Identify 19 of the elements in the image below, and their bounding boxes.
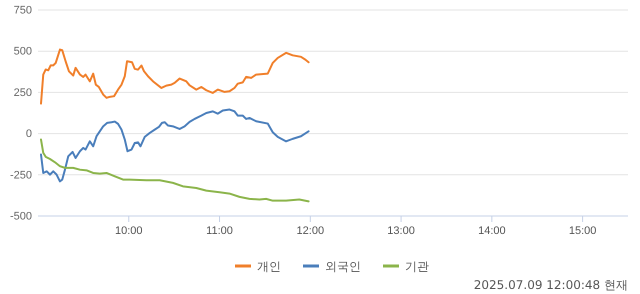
line-series — [40, 108, 310, 182]
legend-label: 외국인 — [325, 260, 361, 274]
x-tick-label: 10:00 — [115, 224, 143, 237]
x-tick-label: 12:00 — [296, 224, 324, 237]
y-tick-label: -250 — [10, 169, 32, 182]
legend-label: 개인 — [257, 260, 281, 274]
line-series — [40, 48, 310, 105]
x-tick-label: 15:00 — [568, 224, 596, 237]
y-tick-label: 500 — [14, 46, 32, 58]
y-tick-label: 0 — [26, 128, 32, 140]
x-tick-label: 13:00 — [387, 224, 415, 237]
y-tick-label: -500 — [10, 210, 32, 223]
text: 2025.07.09 12:00:48 현재 — [474, 278, 628, 292]
y-tick-label: 250 — [14, 86, 32, 99]
x-tick-label: 11:00 — [206, 224, 233, 237]
y-tick-label: 750 — [14, 4, 32, 17]
x-tick-label: 14:00 — [478, 224, 506, 237]
legend-label: 기관 — [405, 260, 429, 274]
line-series — [40, 138, 310, 202]
